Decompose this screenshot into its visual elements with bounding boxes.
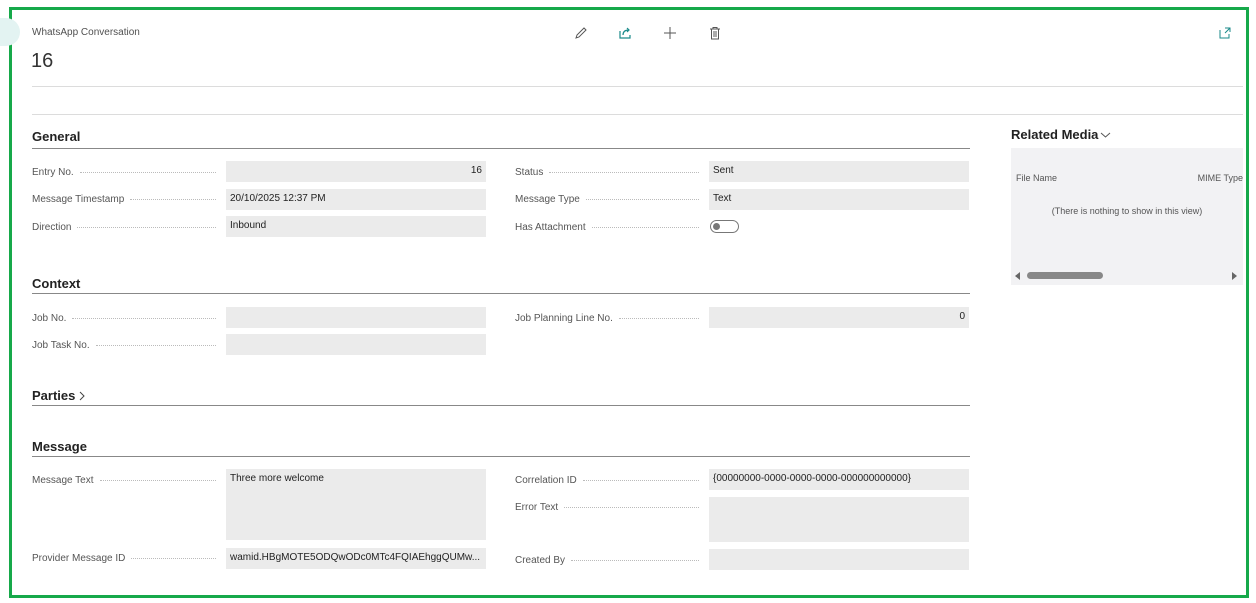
section-parties[interactable]: Parties — [32, 388, 86, 403]
job-task-no-field[interactable] — [226, 334, 486, 355]
scroll-right-icon[interactable] — [1232, 272, 1237, 280]
job-no-field[interactable] — [226, 307, 486, 328]
has-attachment-label: Has Attachment — [515, 217, 705, 237]
job-planning-line-no-field[interactable]: 0 — [709, 307, 969, 328]
created-by-field[interactable] — [709, 549, 969, 570]
message-text-label: Message Text — [32, 470, 222, 490]
section-divider — [32, 405, 970, 406]
open-in-new-window-icon — [1219, 27, 1231, 39]
related-media-list: File Name MIME Type (There is nothing to… — [1011, 148, 1243, 285]
edit-icon — [575, 27, 587, 39]
error-text-field[interactable] — [709, 497, 969, 542]
status-field[interactable]: Sent — [709, 161, 969, 182]
provider-message-id-label: Provider Message ID — [32, 548, 222, 568]
section-message[interactable]: Message — [32, 439, 87, 454]
new-button[interactable] — [661, 24, 679, 42]
correlation-id-field[interactable]: {00000000-0000-0000-0000-000000000000} — [709, 469, 969, 490]
back-tab[interactable] — [0, 18, 20, 46]
highlight-frame — [9, 7, 1249, 598]
chevron-down-icon — [1101, 132, 1111, 138]
trash-icon — [710, 27, 720, 40]
timestamp-field[interactable]: 20/10/2025 12:37 PM — [226, 189, 486, 210]
timestamp-label: Message Timestamp — [32, 189, 222, 209]
divider — [32, 86, 1243, 87]
status-label: Status — [515, 162, 705, 182]
empty-message: (There is nothing to show in this view) — [1051, 206, 1203, 216]
direction-label: Direction — [32, 217, 222, 237]
edit-button[interactable] — [572, 24, 590, 42]
plus-icon — [664, 27, 676, 39]
job-no-label: Job No. — [32, 308, 222, 328]
message-type-field[interactable]: Text — [709, 189, 969, 210]
column-mime-type[interactable]: MIME Type — [1197, 173, 1243, 183]
share-button[interactable] — [616, 24, 634, 42]
section-general[interactable]: General — [32, 129, 81, 144]
column-file-name[interactable]: File Name — [1016, 173, 1058, 183]
direction-field[interactable]: Inbound — [226, 216, 486, 237]
horizontal-scrollbar[interactable] — [1027, 272, 1103, 279]
message-text-field[interactable]: Three more welcome — [226, 469, 486, 540]
error-text-label: Error Text — [515, 497, 705, 517]
provider-message-id-field[interactable]: wamid.HBgMOTE5ODQwODc0MTc4FQIAEhggQUMw..… — [226, 548, 486, 569]
section-context[interactable]: Context — [32, 276, 81, 291]
related-media-header[interactable]: Related Media — [1011, 127, 1111, 142]
chevron-right-icon — [80, 391, 86, 400]
has-attachment-toggle[interactable] — [710, 220, 739, 233]
share-icon — [619, 27, 631, 39]
section-divider — [32, 456, 970, 457]
job-planning-line-no-label: Job Planning Line No. — [515, 308, 705, 328]
page-caption: WhatsApp Conversation — [32, 27, 140, 38]
message-type-label: Message Type — [515, 189, 705, 209]
scroll-left-icon[interactable] — [1015, 272, 1020, 280]
divider — [32, 114, 1243, 115]
correlation-id-label: Correlation ID — [515, 470, 705, 490]
page-title: 16 — [31, 50, 54, 72]
popout-button[interactable] — [1216, 24, 1234, 42]
section-divider — [32, 293, 970, 294]
created-by-label: Created By — [515, 550, 705, 570]
entry-no-field[interactable]: 16 — [226, 161, 486, 182]
delete-button[interactable] — [706, 24, 724, 42]
section-divider — [32, 148, 970, 149]
job-task-no-label: Job Task No. — [32, 335, 222, 355]
entry-no-label: Entry No. — [32, 162, 222, 182]
